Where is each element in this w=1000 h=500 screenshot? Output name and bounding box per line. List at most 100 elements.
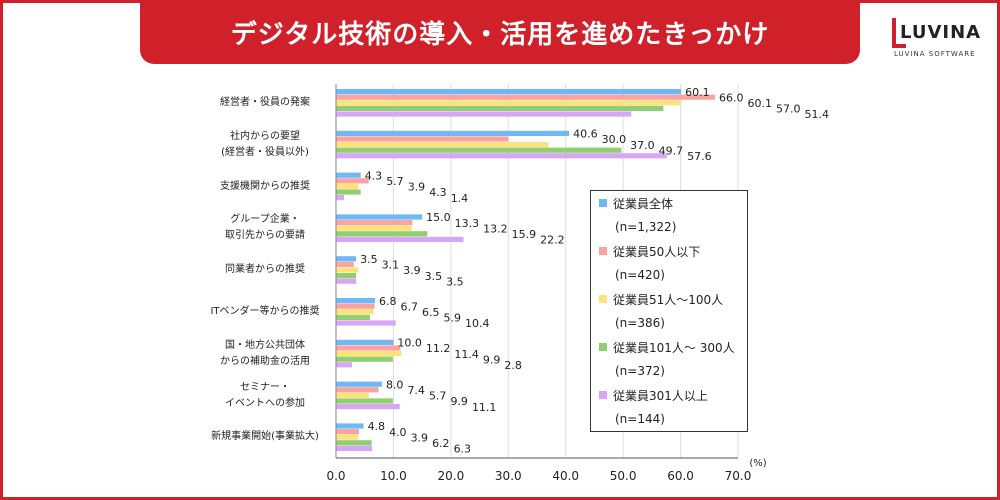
bar-4-2 (336, 267, 359, 273)
data-label: 11.1 (472, 401, 497, 414)
bar-6-4 (336, 362, 353, 368)
data-label: 3.9 (403, 264, 421, 277)
data-label: 5.9 (444, 312, 462, 325)
x-tick-label: 70.0 (725, 469, 752, 483)
data-label: 5.7 (429, 390, 447, 403)
data-label: 3.9 (408, 181, 426, 194)
bar-5-2 (336, 309, 374, 315)
bar-7-0 (336, 381, 382, 387)
x-tick-label: 40.0 (552, 469, 579, 483)
category-label-line: イベントへの参加 (225, 397, 305, 409)
data-label: 3.5 (425, 270, 443, 283)
data-label: 30.0 (602, 133, 627, 146)
bar-0-0 (336, 89, 682, 95)
data-label: 4.0 (389, 426, 407, 439)
bar-0-1 (336, 94, 716, 100)
data-label: 7.4 (407, 384, 425, 397)
bar-5-4 (336, 320, 396, 326)
data-label: 51.4 (805, 108, 830, 121)
data-label: 57.6 (687, 150, 712, 163)
category-label-line: 新規事業開始(事業拡大) (211, 431, 319, 443)
bar-0-3 (336, 105, 664, 111)
data-label: 11.2 (426, 342, 451, 355)
bar-2-3 (336, 189, 361, 195)
x-tick-label: 0.0 (326, 469, 345, 483)
category-label: 社内からの要望 (経営者・役員以外) (200, 129, 330, 161)
unit-label: (%) (749, 458, 766, 469)
data-label: 3.9 (411, 431, 429, 444)
bar-5-1 (336, 303, 375, 309)
category-label-line: 同業者からの推奨 (225, 264, 305, 276)
bar-3-3 (336, 231, 428, 237)
luvina-logo: LUVINA LUVINA SOFTWARE (892, 18, 982, 62)
bar-6-1 (336, 345, 401, 351)
bar-0-2 (336, 100, 682, 106)
legend-swatch (599, 343, 607, 351)
category-label-line: からの補助金の活用 (220, 355, 310, 367)
category-label-line: (経営者・役員以外) (221, 146, 309, 158)
bar-6-0 (336, 339, 394, 345)
bar-2-1 (336, 178, 369, 184)
category-label-line: 取引先からの要請 (225, 230, 305, 242)
bar-5-0 (336, 298, 376, 304)
category-label: 経営者・役員の発案 (200, 95, 330, 111)
logo-name: LUVINA (900, 22, 982, 43)
data-label: 2.8 (504, 359, 522, 372)
bar-7-3 (336, 398, 393, 404)
data-label: 60.1 (748, 97, 773, 110)
category-label-line: 国・地方公共団体 (225, 339, 305, 351)
legend-swatch (599, 295, 607, 303)
bar-3-4 (336, 236, 464, 242)
bar-3-1 (336, 220, 413, 226)
data-label: 4.3 (365, 169, 383, 182)
x-tick-label: 20.0 (437, 469, 464, 483)
legend-count: (n=1,322) (615, 220, 677, 234)
bar-8-4 (336, 445, 373, 451)
bar-4-0 (336, 256, 357, 262)
bar-8-3 (336, 440, 372, 446)
data-label: 3.5 (446, 275, 464, 288)
bar-8-1 (336, 429, 359, 435)
legend-label: 従業員301人以上 (613, 388, 708, 403)
bar-3-0 (336, 214, 423, 220)
bar-5-3 (336, 314, 370, 320)
bar-8-2 (336, 434, 359, 440)
data-label: 37.0 (630, 139, 655, 152)
data-label: 10.0 (397, 337, 422, 350)
bar-7-1 (336, 387, 379, 393)
x-tick-label: 30.0 (495, 469, 522, 483)
data-label: 6.5 (422, 306, 440, 319)
category-label: ITベンダー等からの推奨 (200, 304, 330, 320)
data-label: 13.3 (455, 217, 480, 230)
data-label: 49.7 (659, 144, 684, 157)
data-label: 13.2 (483, 222, 508, 235)
data-label: 5.7 (386, 175, 404, 188)
data-label: 4.8 (368, 420, 386, 433)
category-label-line: グループ企業・ (230, 214, 300, 226)
bar-6-3 (336, 356, 393, 362)
legend-item: 従業員51人～100人 (591, 287, 747, 311)
legend-label: 従業員51人～100人 (613, 292, 724, 307)
bar-1-3 (336, 147, 622, 153)
legend-label: 従業員101人～ 300人 (613, 340, 735, 355)
data-label: 11.4 (454, 348, 479, 361)
category-label: 国・地方公共団体 からの補助金の活用 (200, 338, 330, 370)
legend-count: (n=144) (615, 412, 665, 426)
data-label: 6.3 (454, 443, 472, 456)
legend-count: (n=372) (615, 364, 665, 378)
bar-1-4 (336, 153, 667, 159)
logo-sub: LUVINA SOFTWARE (894, 50, 976, 58)
data-label: 15.0 (426, 211, 451, 224)
bar-8-0 (336, 423, 364, 429)
bar-2-4 (336, 195, 345, 201)
bar-4-1 (336, 261, 354, 267)
bar-2-2 (336, 183, 359, 189)
legend-count: (n=386) (615, 316, 665, 330)
data-label: 6.7 (401, 300, 419, 313)
x-tick-label: 60.0 (667, 469, 694, 483)
data-label: 4.3 (429, 186, 447, 199)
bar-4-3 (336, 273, 357, 279)
data-label: 40.6 (573, 128, 598, 141)
bar-2-0 (336, 172, 361, 178)
